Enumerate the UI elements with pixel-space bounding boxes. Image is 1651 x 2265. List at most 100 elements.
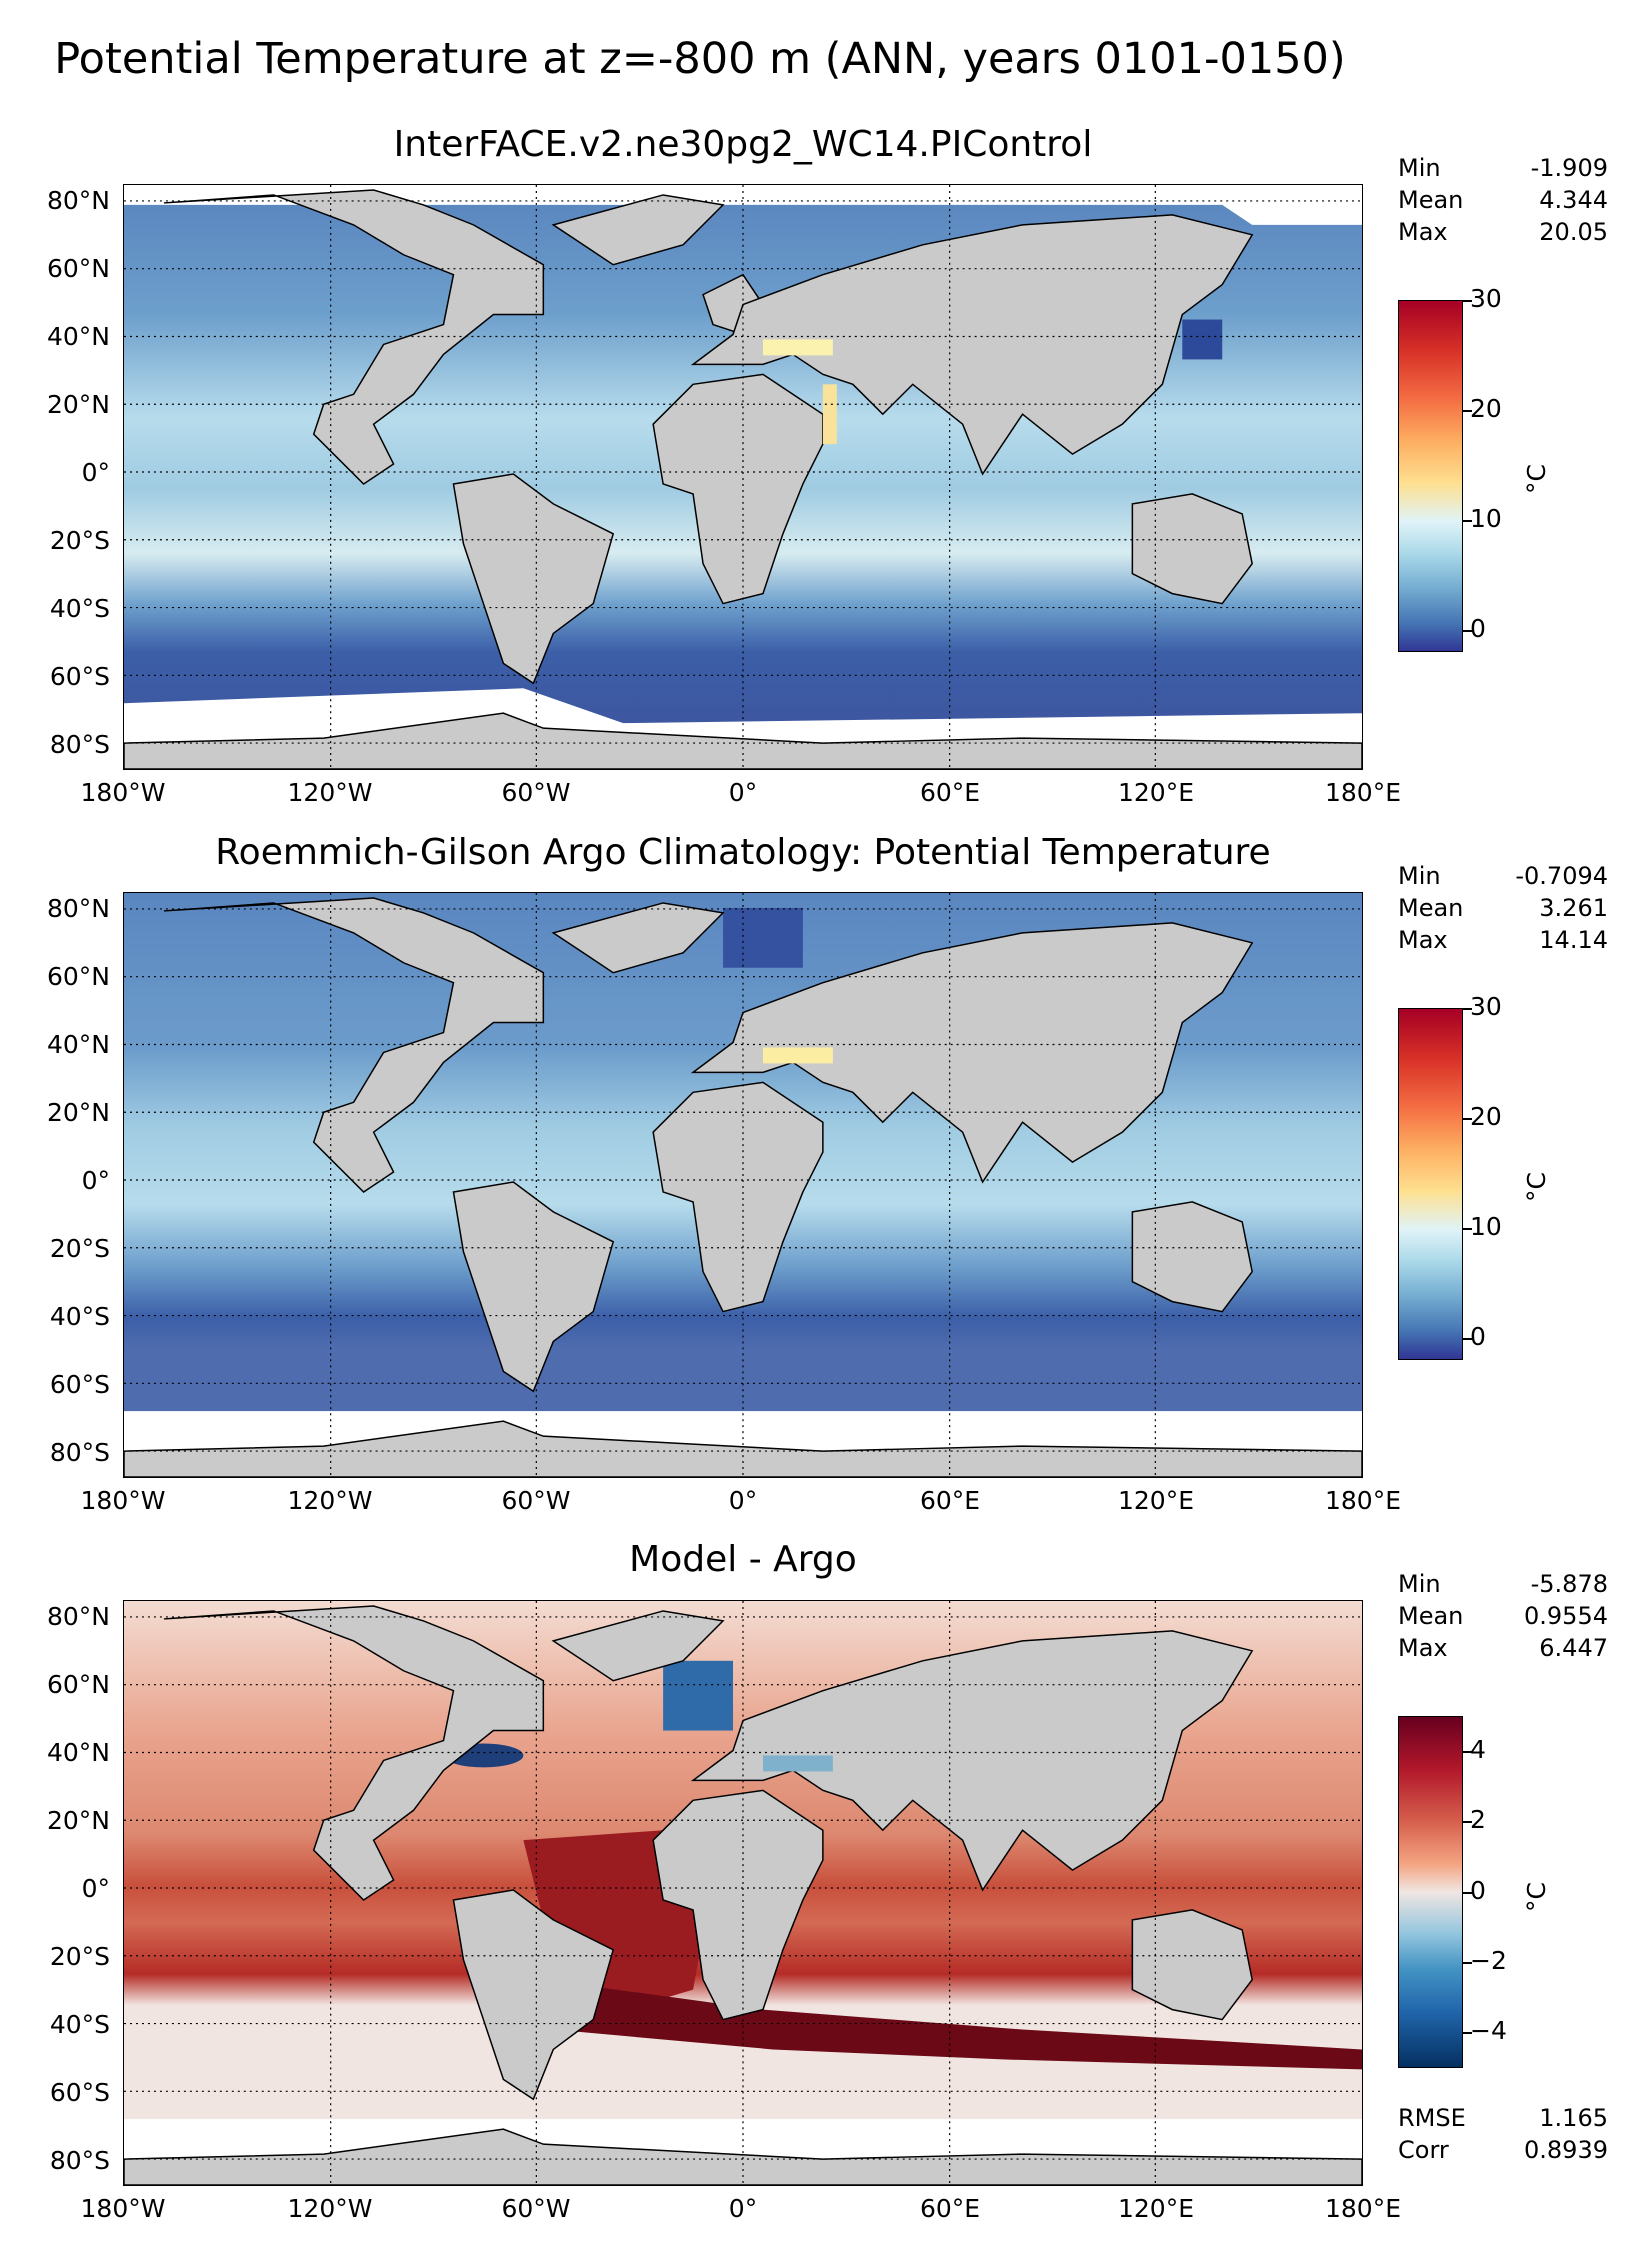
lat-label: 0° bbox=[81, 1874, 110, 1903]
lat-label: 60°S bbox=[49, 1370, 110, 1399]
cbar-tick: 0 bbox=[1470, 1876, 1486, 1905]
panel-title-argo: Roemmich-Gilson Argo Climatology: Potent… bbox=[215, 832, 1271, 873]
lon-label: 120°E bbox=[1117, 778, 1194, 807]
cbar-tick: 20 bbox=[1470, 1102, 1502, 1131]
lat-label: 20°S bbox=[49, 1234, 110, 1263]
stat-label: Mean bbox=[1398, 894, 1464, 922]
lat-label: 0° bbox=[81, 1166, 110, 1195]
lon-label: 120°W bbox=[287, 778, 373, 807]
stat-mean: 3.261 bbox=[1539, 894, 1608, 922]
stat-label: RMSE bbox=[1398, 2104, 1466, 2132]
lat-label: 80°N bbox=[46, 1602, 110, 1631]
stat-label: Min bbox=[1398, 862, 1441, 890]
stat-label: Max bbox=[1398, 1634, 1448, 1662]
stat-label: Max bbox=[1398, 926, 1448, 954]
cbar-tick: 20 bbox=[1470, 394, 1502, 423]
lon-label: 120°E bbox=[1117, 1486, 1194, 1515]
map-model bbox=[123, 184, 1363, 770]
colorbar-temp-1 bbox=[1398, 300, 1463, 652]
stat-label: Mean bbox=[1398, 186, 1464, 214]
stat-min: -0.7094 bbox=[1515, 862, 1608, 890]
lat-label: 40°N bbox=[46, 322, 110, 351]
lat-label: 80°S bbox=[49, 1438, 110, 1467]
lon-label: 0° bbox=[728, 778, 758, 807]
lat-label: 0° bbox=[81, 458, 110, 487]
lon-label: 120°W bbox=[287, 1486, 373, 1515]
cbar-tick: 10 bbox=[1470, 1212, 1502, 1241]
lat-label: 60°S bbox=[49, 2078, 110, 2107]
lat-label: 60°N bbox=[46, 1670, 110, 1699]
lat-label: 60°N bbox=[46, 962, 110, 991]
lat-label: 40°N bbox=[46, 1738, 110, 1767]
lon-label: 120°E bbox=[1117, 2194, 1194, 2223]
stat-max: 20.05 bbox=[1539, 218, 1608, 246]
colorbar-unit: °C bbox=[1522, 464, 1551, 494]
stats-argo: Min -0.7094 Mean 3.261 Max 14.14 bbox=[1398, 860, 1608, 956]
lon-label: 180°E bbox=[1324, 2194, 1401, 2223]
lon-label: 60°E bbox=[919, 778, 981, 807]
lat-label: 80°N bbox=[46, 894, 110, 923]
colorbar-temp-2 bbox=[1398, 1008, 1463, 1360]
stat-label: Min bbox=[1398, 154, 1441, 182]
lon-label: 180°W bbox=[80, 2194, 166, 2223]
cbar-tick: 2 bbox=[1470, 1805, 1486, 1834]
lat-label: 20°N bbox=[46, 1098, 110, 1127]
lat-label: 20°N bbox=[46, 390, 110, 419]
lat-label: 60°S bbox=[49, 662, 110, 691]
lon-label: 60°E bbox=[919, 1486, 981, 1515]
lon-label: 60°W bbox=[501, 1486, 571, 1515]
lon-label: 0° bbox=[728, 1486, 758, 1515]
cbar-tick: 30 bbox=[1470, 992, 1502, 1021]
cbar-tick: 0 bbox=[1470, 1322, 1486, 1351]
lat-label: 60°N bbox=[46, 254, 110, 283]
lat-label: 80°N bbox=[46, 186, 110, 215]
stat-min: -1.909 bbox=[1530, 154, 1608, 182]
stat-label: Max bbox=[1398, 218, 1448, 246]
lon-label: 180°E bbox=[1324, 1486, 1401, 1515]
map-diff bbox=[123, 1600, 1363, 2186]
lon-label: 180°W bbox=[80, 1486, 166, 1515]
cbar-tick: −4 bbox=[1470, 2016, 1507, 2045]
stat-rmse: 1.165 bbox=[1539, 2104, 1608, 2132]
map-argo bbox=[123, 892, 1363, 1478]
stat-max: 14.14 bbox=[1539, 926, 1608, 954]
lat-label: 40°S bbox=[49, 594, 110, 623]
stat-corr: 0.8939 bbox=[1524, 2136, 1608, 2164]
lon-label: 180°W bbox=[80, 778, 166, 807]
stats-model: Min -1.909 Mean 4.344 Max 20.05 bbox=[1398, 152, 1608, 248]
lat-label: 80°S bbox=[49, 2146, 110, 2175]
stat-mean: 0.9554 bbox=[1524, 1602, 1608, 1630]
cbar-tick: 0 bbox=[1470, 614, 1486, 643]
stat-label: Mean bbox=[1398, 1602, 1464, 1630]
lon-label: 60°W bbox=[501, 778, 571, 807]
cbar-tick: 4 bbox=[1470, 1735, 1486, 1764]
lon-label: 60°E bbox=[919, 2194, 981, 2223]
lon-label: 60°W bbox=[501, 2194, 571, 2223]
cbar-tick: 10 bbox=[1470, 504, 1502, 533]
panel-title-diff: Model - Argo bbox=[629, 1539, 857, 1580]
cbar-tick: 30 bbox=[1470, 284, 1502, 313]
land bbox=[124, 189, 1362, 769]
stats-diff-rmse: RMSE 1.165 Corr 0.8939 bbox=[1398, 2102, 1608, 2166]
colorbar-unit: °C bbox=[1522, 1882, 1551, 1912]
lon-label: 0° bbox=[728, 2194, 758, 2223]
stat-label: Min bbox=[1398, 1570, 1441, 1598]
stat-mean: 4.344 bbox=[1539, 186, 1608, 214]
panel-title-model: InterFACE.v2.ne30pg2_WC14.PIControl bbox=[393, 124, 1093, 165]
stats-diff: Min -5.878 Mean 0.9554 Max 6.447 bbox=[1398, 1568, 1608, 1664]
lon-label: 120°W bbox=[287, 2194, 373, 2223]
stat-min: -5.878 bbox=[1530, 1570, 1608, 1598]
cbar-tick: −2 bbox=[1470, 1946, 1507, 1975]
lat-label: 20°S bbox=[49, 526, 110, 555]
lat-label: 40°S bbox=[49, 1302, 110, 1331]
lon-label: 180°E bbox=[1324, 778, 1401, 807]
stat-max: 6.447 bbox=[1539, 1634, 1608, 1662]
figure-title: Potential Temperature at z=-800 m (ANN, … bbox=[54, 34, 1346, 84]
lat-label: 80°S bbox=[49, 730, 110, 759]
lat-label: 40°S bbox=[49, 2010, 110, 2039]
stat-label: Corr bbox=[1398, 2136, 1449, 2164]
colorbar-unit: °C bbox=[1522, 1172, 1551, 1202]
lat-label: 20°N bbox=[46, 1806, 110, 1835]
lat-label: 20°S bbox=[49, 1942, 110, 1971]
lat-label: 40°N bbox=[46, 1030, 110, 1059]
